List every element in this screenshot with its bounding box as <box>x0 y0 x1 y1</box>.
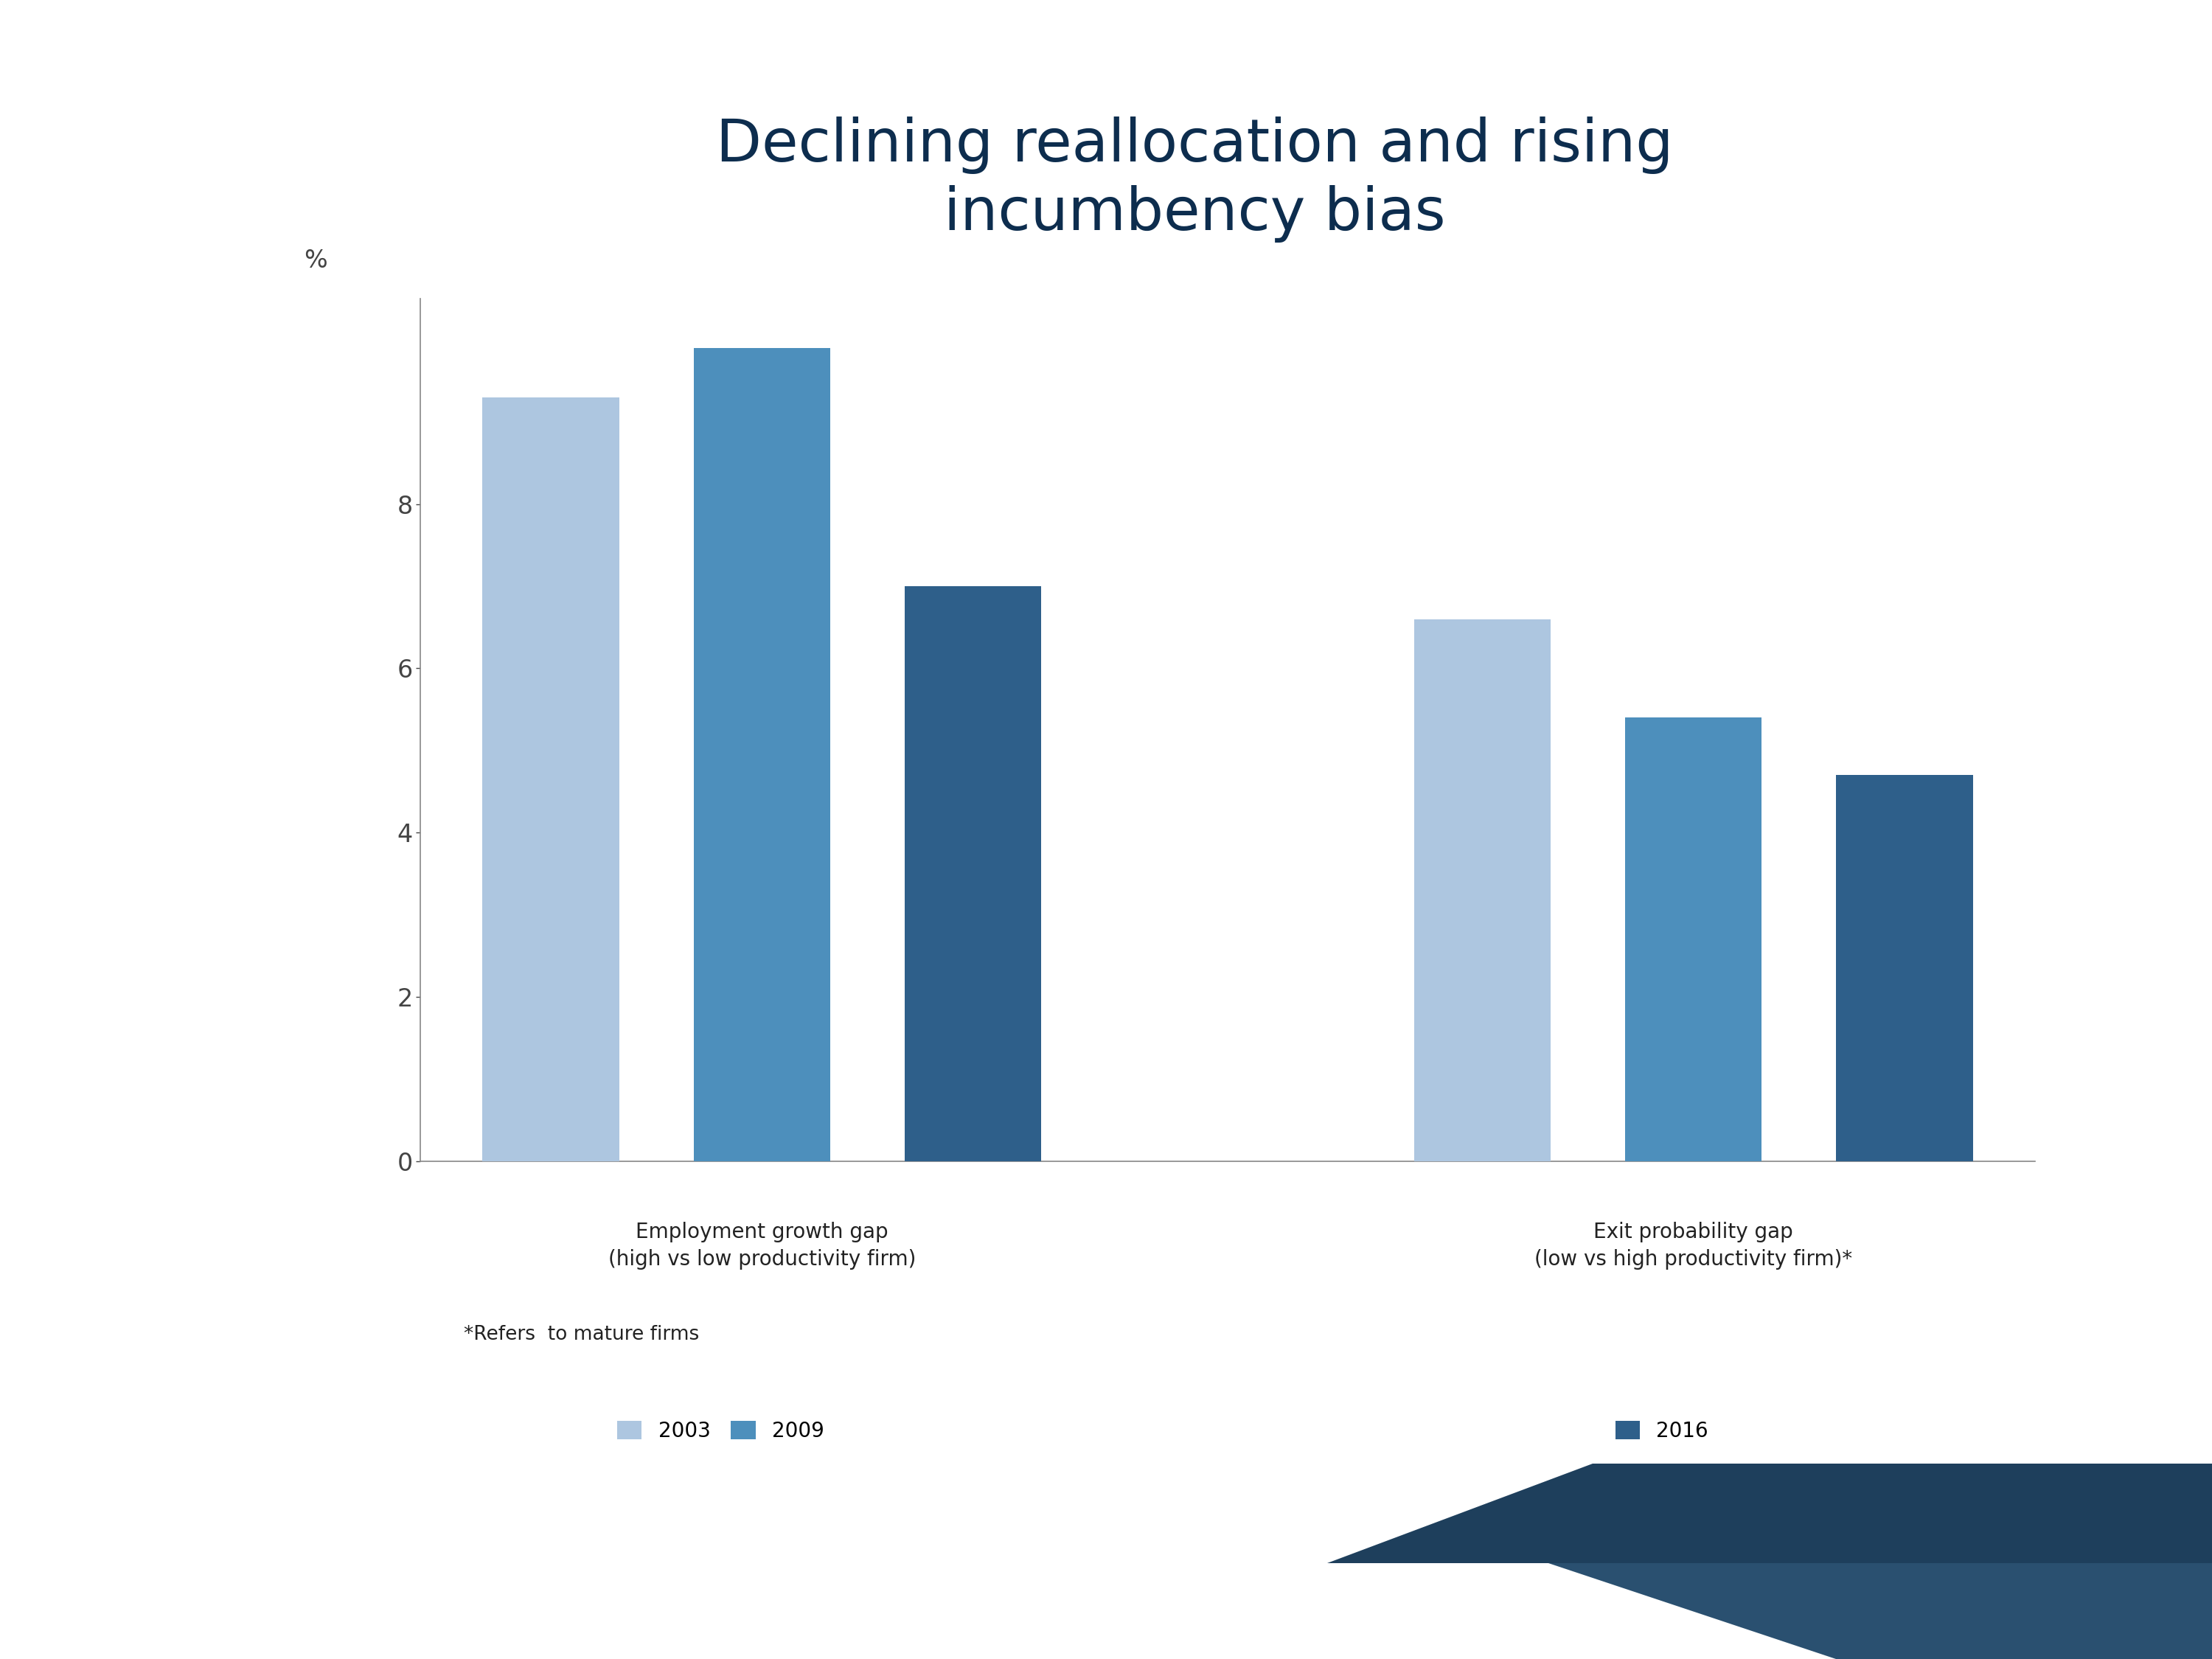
Polygon shape <box>1327 1463 2212 1563</box>
Text: Weak incumbents
increasingly survive: Weak incumbents increasingly survive <box>1464 1418 1710 1477</box>
Text: Employment growth gap
(high vs low productivity firm): Employment growth gap (high vs low produ… <box>608 1221 916 1269</box>
Text: Reallocation towards more
productive firms has slowed: Reallocation towards more productive fir… <box>628 1418 975 1477</box>
Legend: 2003, 2009: 2003, 2009 <box>617 1420 825 1442</box>
Text: forthcoming: forthcoming <box>1263 1601 1380 1621</box>
Polygon shape <box>1548 1563 2212 1659</box>
Legend: 2016: 2016 <box>1615 1420 1708 1442</box>
Text: %: % <box>303 249 327 272</box>
Bar <box>1626 718 1761 1161</box>
Bar <box>1836 775 1973 1161</box>
Text: *Refers  to mature firms: *Refers to mature firms <box>465 1326 699 1344</box>
Bar <box>695 348 830 1161</box>
Text: Source: Andrews, D and D. Hansell (2019), “Productivity-Enhancing Labour Realloc: Source: Andrews, D and D. Hansell (2019)… <box>33 1601 1263 1621</box>
Text: .: . <box>1380 1601 1387 1621</box>
Bar <box>905 586 1042 1161</box>
Bar <box>482 397 619 1161</box>
Text: Exit probability gap
(low vs high productivity firm)*: Exit probability gap (low vs high produc… <box>1535 1221 1851 1269</box>
Bar <box>1413 619 1551 1161</box>
Text: Declining reallocation and rising
incumbency bias: Declining reallocation and rising incumb… <box>717 116 1672 242</box>
